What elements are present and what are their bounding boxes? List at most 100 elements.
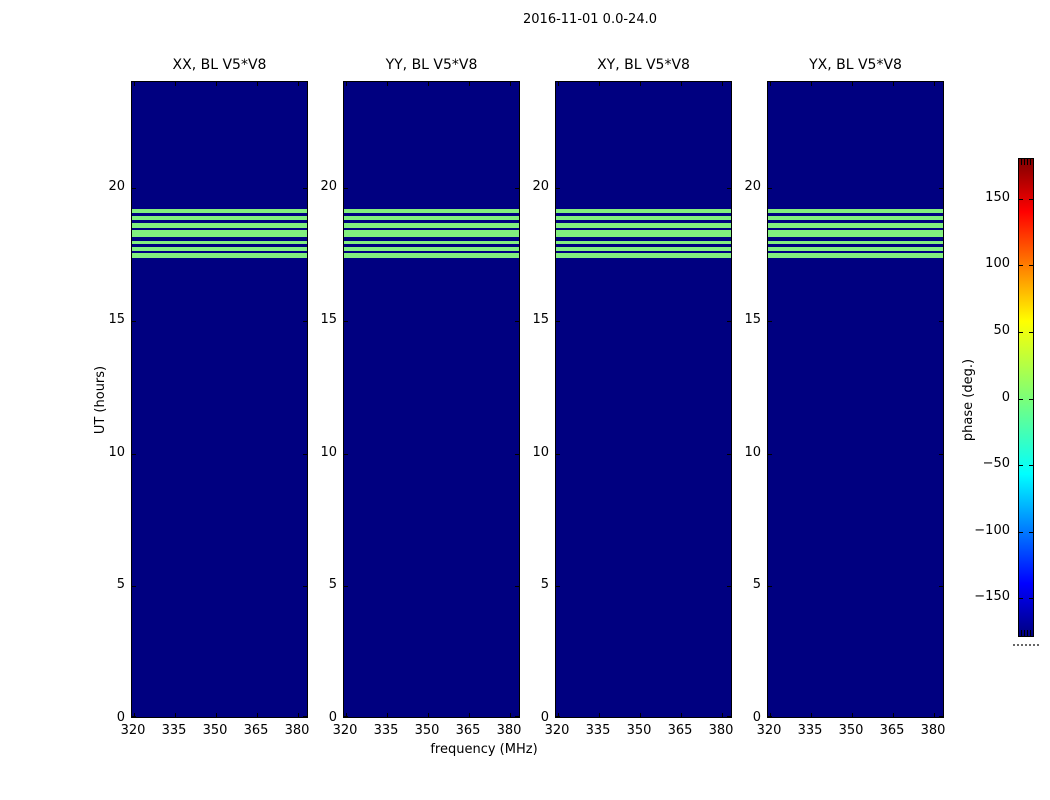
- y-tick-label: 5: [116, 577, 125, 593]
- y-tick-mark: [132, 586, 136, 587]
- x-tick-mark: [893, 713, 894, 717]
- band-stripe: [344, 253, 519, 259]
- x-tick-label: 350: [838, 723, 864, 738]
- y-tick-mark: [303, 188, 307, 189]
- plot-area: [131, 81, 308, 718]
- x-tick-label: 380: [284, 723, 310, 738]
- x-tick-label: 335: [373, 723, 399, 738]
- band-stripe: [132, 237, 307, 242]
- y-tick-label: 15: [532, 311, 549, 327]
- colorbar-tick-label: −150: [974, 589, 1010, 605]
- x-tick-mark: [599, 82, 600, 86]
- x-tick-label: 320: [332, 723, 358, 738]
- band-stripe: [344, 228, 519, 231]
- y-tick-mark: [727, 188, 731, 189]
- x-tick-mark: [770, 82, 771, 86]
- y-tick-mark: [768, 321, 772, 322]
- y-tick-label: 10: [532, 444, 549, 460]
- band-stripe: [556, 223, 731, 229]
- y-tick-mark: [515, 586, 519, 587]
- x-tick-mark: [558, 82, 559, 86]
- x-tick-mark: [558, 713, 559, 717]
- x-tick-label: 335: [797, 723, 823, 738]
- band-stripe: [132, 223, 307, 229]
- band-stripe: [344, 241, 519, 245]
- y-tick-mark: [768, 188, 772, 189]
- x-tick-mark: [722, 82, 723, 86]
- x-tick-mark: [134, 713, 135, 717]
- x-tick-mark: [134, 82, 135, 86]
- colorbar-tick-label: 50: [993, 323, 1010, 338]
- band-stripe: [556, 247, 731, 252]
- x-tick-mark: [640, 713, 641, 717]
- band-stripe: [768, 223, 943, 229]
- x-tick-label: 365: [455, 723, 481, 738]
- band-stripe: [344, 213, 519, 217]
- colorbar-tick-label: 0: [1001, 389, 1010, 405]
- y-tick-mark: [727, 586, 731, 587]
- x-tick-mark: [428, 713, 429, 717]
- y-tick-mark: [132, 716, 136, 717]
- y-tick-label: 5: [540, 577, 549, 593]
- x-tick-mark: [469, 713, 470, 717]
- x-axis-label: frequency (MHz): [430, 742, 538, 757]
- y-tick-mark: [556, 716, 560, 717]
- x-tick-label: 365: [243, 723, 269, 738]
- band-stripe: [768, 230, 943, 238]
- y-tick-mark: [344, 586, 348, 587]
- phase-band: [768, 209, 943, 259]
- colorbar-tick-mark: [1029, 598, 1033, 600]
- x-tick-mark: [346, 82, 347, 86]
- plot-area: [767, 81, 944, 718]
- band-stripe: [556, 220, 731, 224]
- x-tick-label: 365: [879, 723, 905, 738]
- y-tick-mark: [132, 188, 136, 189]
- colorbar-comb-mark: [1021, 159, 1022, 165]
- phase-band: [556, 209, 731, 259]
- x-tick-mark: [428, 82, 429, 86]
- subplot-title: YX, BL V5*V8: [809, 57, 902, 73]
- band-stripe: [344, 251, 519, 254]
- x-tick-label: 380: [920, 723, 946, 738]
- band-stripe: [768, 253, 943, 259]
- colorbar-tick-mark: [1019, 398, 1023, 400]
- colorbar-tick-mark: [1029, 531, 1033, 533]
- band-stripe: [768, 216, 943, 221]
- y-tick-mark: [515, 716, 519, 717]
- band-stripe: [344, 244, 519, 248]
- x-tick-mark: [175, 713, 176, 717]
- colorbar-tick-label: 100: [985, 256, 1010, 272]
- x-tick-mark: [681, 82, 682, 86]
- band-stripe: [768, 237, 943, 242]
- colorbar-tick-mark: [1029, 465, 1033, 466]
- x-tick-label: 335: [161, 723, 187, 738]
- band-stripe: [556, 237, 731, 242]
- colorbar-comb-mark: [1033, 159, 1034, 165]
- band-stripe: [556, 251, 731, 254]
- x-tick-mark: [852, 82, 853, 86]
- subplot-title: XX, BL V5*V8: [172, 57, 267, 73]
- band-stripe: [132, 241, 307, 245]
- y-tick-label: 5: [328, 577, 337, 593]
- y-tick-mark: [939, 188, 943, 189]
- band-stripe: [132, 247, 307, 252]
- y-tick-label: 20: [532, 179, 549, 195]
- x-tick-mark: [510, 713, 511, 717]
- x-tick-mark: [934, 713, 935, 717]
- plot-area: [555, 81, 732, 718]
- band-stripe: [132, 244, 307, 248]
- y-tick-mark: [556, 188, 560, 189]
- y-tick-mark: [303, 716, 307, 717]
- y-tick-mark: [556, 586, 560, 587]
- band-stripe: [556, 244, 731, 248]
- band-stripe: [768, 209, 943, 214]
- x-tick-mark: [722, 713, 723, 717]
- band-stripe: [132, 216, 307, 221]
- colorbar-tick-mark: [1019, 531, 1023, 533]
- colorbar-tick-mark: [1029, 198, 1033, 200]
- band-stripe: [768, 241, 943, 245]
- y-tick-label: 15: [108, 311, 125, 327]
- y-tick-label: 10: [108, 444, 125, 460]
- y-tick-mark: [344, 716, 348, 717]
- colorbar-tick-label: −50: [982, 456, 1010, 471]
